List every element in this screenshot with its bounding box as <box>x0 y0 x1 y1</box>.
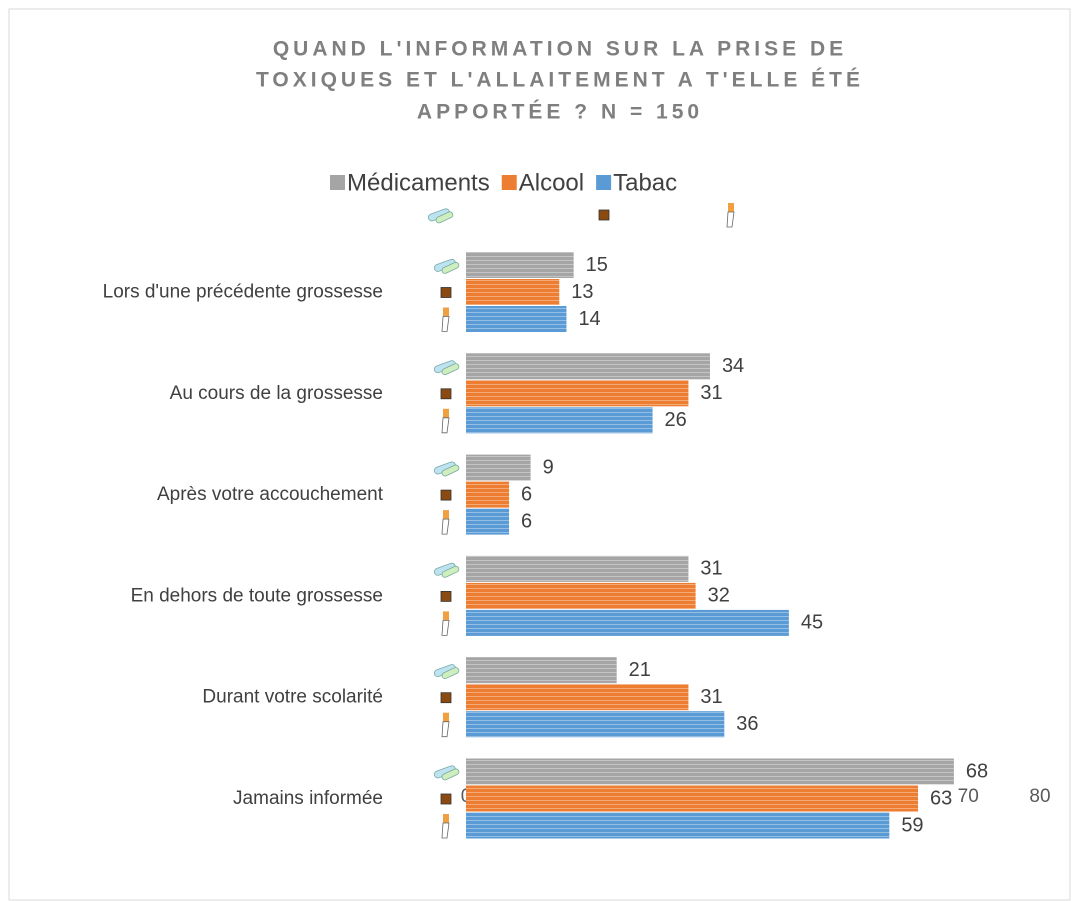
chart-title: TOXIQUES ET L'ALLAITEMENT A T'ELLE ÉTÉ <box>256 69 864 92</box>
cigarette-icon <box>441 417 450 434</box>
bar-texture <box>466 353 710 380</box>
glass-icon <box>440 287 452 298</box>
bar-texture <box>466 812 890 839</box>
category-label: En dehors de toute grossesse <box>131 585 383 606</box>
chart-title: QUAND L'INFORMATION SUR LA PRISE DE <box>273 38 847 61</box>
bar-texture <box>466 711 725 738</box>
bar-texture <box>466 454 531 481</box>
data-label: 32 <box>708 585 730 607</box>
pill-icon <box>435 211 454 224</box>
bar-texture <box>466 582 696 609</box>
glass-icon <box>440 489 452 501</box>
cigarette-icon <box>726 211 735 228</box>
cigarette-icon <box>441 316 450 332</box>
category-label: Lors d'une précédente grossesse <box>103 282 383 303</box>
pill-icon <box>441 261 460 274</box>
glass-icon <box>440 591 452 602</box>
data-label: 6 <box>521 510 532 532</box>
data-label: 59 <box>901 814 923 836</box>
category-label: Durant votre scolarité <box>202 687 383 708</box>
cigarette-icon <box>443 712 449 722</box>
cigarette-icon <box>443 814 449 823</box>
data-label: 68 <box>966 760 988 782</box>
bar-texture <box>466 252 574 278</box>
glass-icon <box>440 692 452 704</box>
legend-label: Médicaments <box>347 169 490 196</box>
legend-label: Tabac <box>613 169 677 196</box>
category-label: Jamains informée <box>233 788 383 809</box>
cigarette-icon <box>443 510 449 520</box>
cigarette-icon <box>441 822 450 839</box>
data-label: 63 <box>930 787 952 809</box>
legend-label: Alcool <box>519 169 584 196</box>
data-label: 34 <box>722 355 744 377</box>
legend-swatch <box>501 175 517 190</box>
bar-texture <box>466 758 954 785</box>
bar-texture <box>466 657 617 684</box>
data-label: 9 <box>543 456 554 478</box>
data-label: 14 <box>578 308 600 330</box>
glass-icon <box>440 388 452 400</box>
data-label: 45 <box>801 612 823 634</box>
glass-icon <box>440 793 452 805</box>
cigarette-icon <box>443 307 449 317</box>
category-label: Après votre accouchement <box>157 484 384 505</box>
legend-swatch <box>330 175 345 190</box>
data-label: 26 <box>665 409 687 431</box>
bar-texture <box>466 407 653 434</box>
cigarette-icon <box>441 620 450 636</box>
bar-texture <box>466 609 789 636</box>
pill-icon <box>441 768 460 781</box>
data-label: 31 <box>700 686 722 708</box>
bar-texture <box>466 380 689 407</box>
cigarette-icon <box>441 518 450 535</box>
glass-icon <box>598 209 610 221</box>
bar-texture <box>466 785 919 812</box>
data-label: 31 <box>700 558 722 580</box>
bar-texture <box>466 508 510 535</box>
cigarette-icon <box>443 611 449 621</box>
x-tick-label: 80 <box>1029 786 1050 807</box>
legend-swatch <box>596 175 612 190</box>
chart-border <box>8 8 1071 901</box>
data-label: 21 <box>629 659 651 681</box>
x-tick-label: 70 <box>958 786 979 807</box>
cigarette-icon <box>728 203 734 212</box>
pill-icon <box>441 565 460 578</box>
bar-texture <box>466 279 560 305</box>
data-label: 6 <box>521 483 532 505</box>
data-label: 36 <box>736 713 758 735</box>
pill-icon <box>441 464 460 477</box>
data-label: 13 <box>571 281 593 303</box>
cigarette-icon <box>441 721 450 738</box>
category-label: Au cours de la grossesse <box>170 383 383 404</box>
pill-icon <box>441 363 460 376</box>
data-label: 15 <box>586 254 608 276</box>
chart-title: APPORTÉE ? N = 150 <box>417 101 703 124</box>
bar-texture <box>466 684 689 711</box>
bar-texture <box>466 555 689 582</box>
cigarette-icon <box>443 408 449 418</box>
bar-texture <box>466 481 510 508</box>
bar-texture <box>466 306 567 332</box>
pill-icon <box>441 667 460 679</box>
data-label: 31 <box>700 382 722 404</box>
